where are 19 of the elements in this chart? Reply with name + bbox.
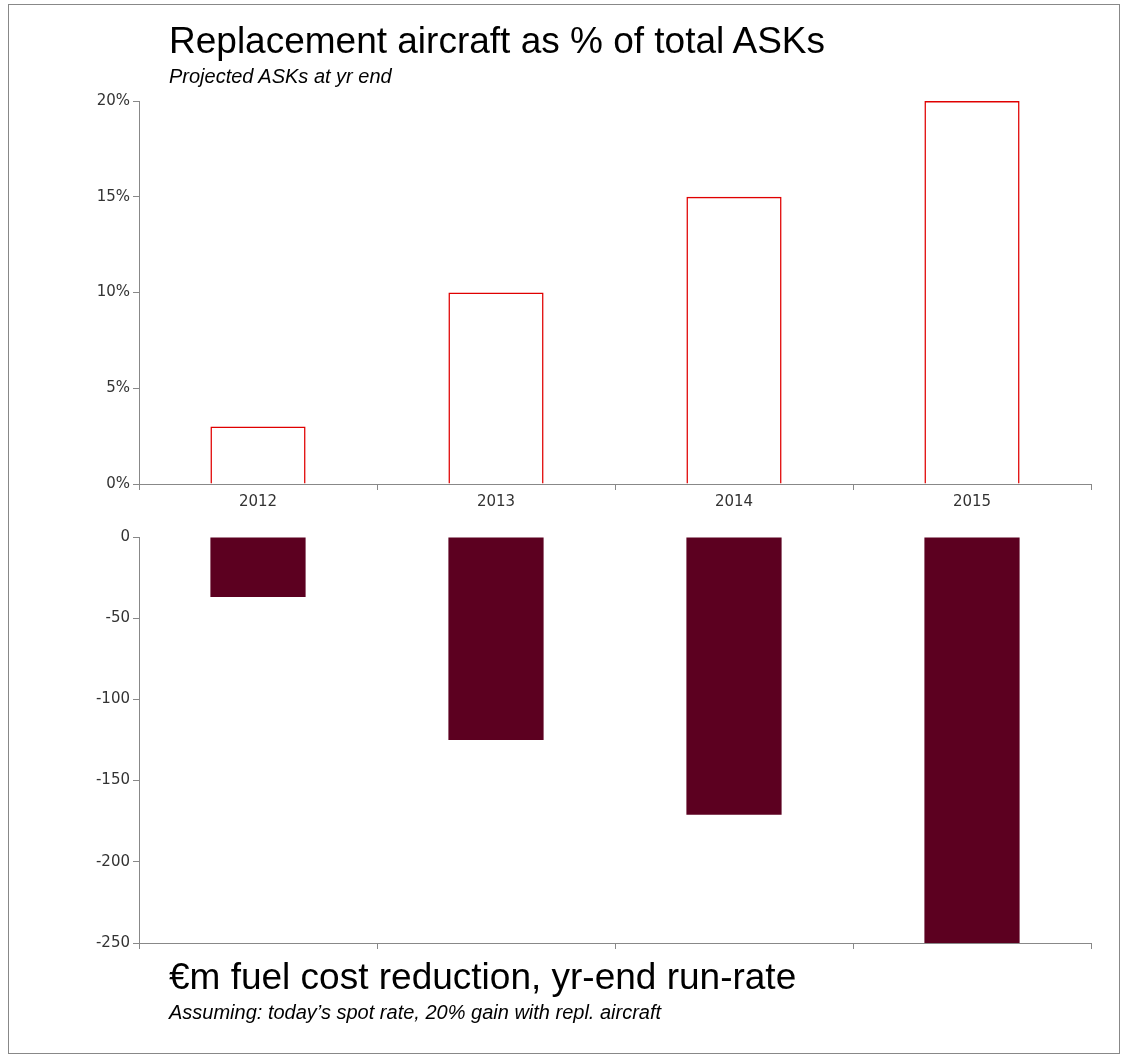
text: Assuming: today’s spot rate, 20% gain with repl. aircraft xyxy=(169,1000,663,1025)
y-tick-label: 15% xyxy=(96,186,130,205)
y-tick-label: -150 xyxy=(95,770,130,789)
x-tick-label: 2015 xyxy=(952,491,992,510)
y-tick-label: 5% xyxy=(106,378,130,397)
y-tick-label: -50 xyxy=(105,608,130,627)
y-tick-label: -250 xyxy=(95,932,130,951)
y-tick-label: 10% xyxy=(96,282,130,301)
x-tick-label: 2013 xyxy=(476,491,516,510)
chart-subtitle: Projected ASKs at yr end xyxy=(169,64,393,89)
x-tick-label: 2012 xyxy=(238,491,278,510)
y-tick-label: 20% xyxy=(96,90,130,109)
x-tick-label: 2014 xyxy=(714,491,754,510)
chart-title: Replacement aircraft as % of total ASKs xyxy=(169,19,827,63)
y-tick-label: -100 xyxy=(95,689,130,708)
text: €m fuel cost reduction, yr-end run-rate xyxy=(169,955,798,999)
y-tick-label: 0 xyxy=(120,526,130,545)
y-tick-label: -200 xyxy=(95,851,130,870)
y-tick-label: 0% xyxy=(106,473,130,492)
